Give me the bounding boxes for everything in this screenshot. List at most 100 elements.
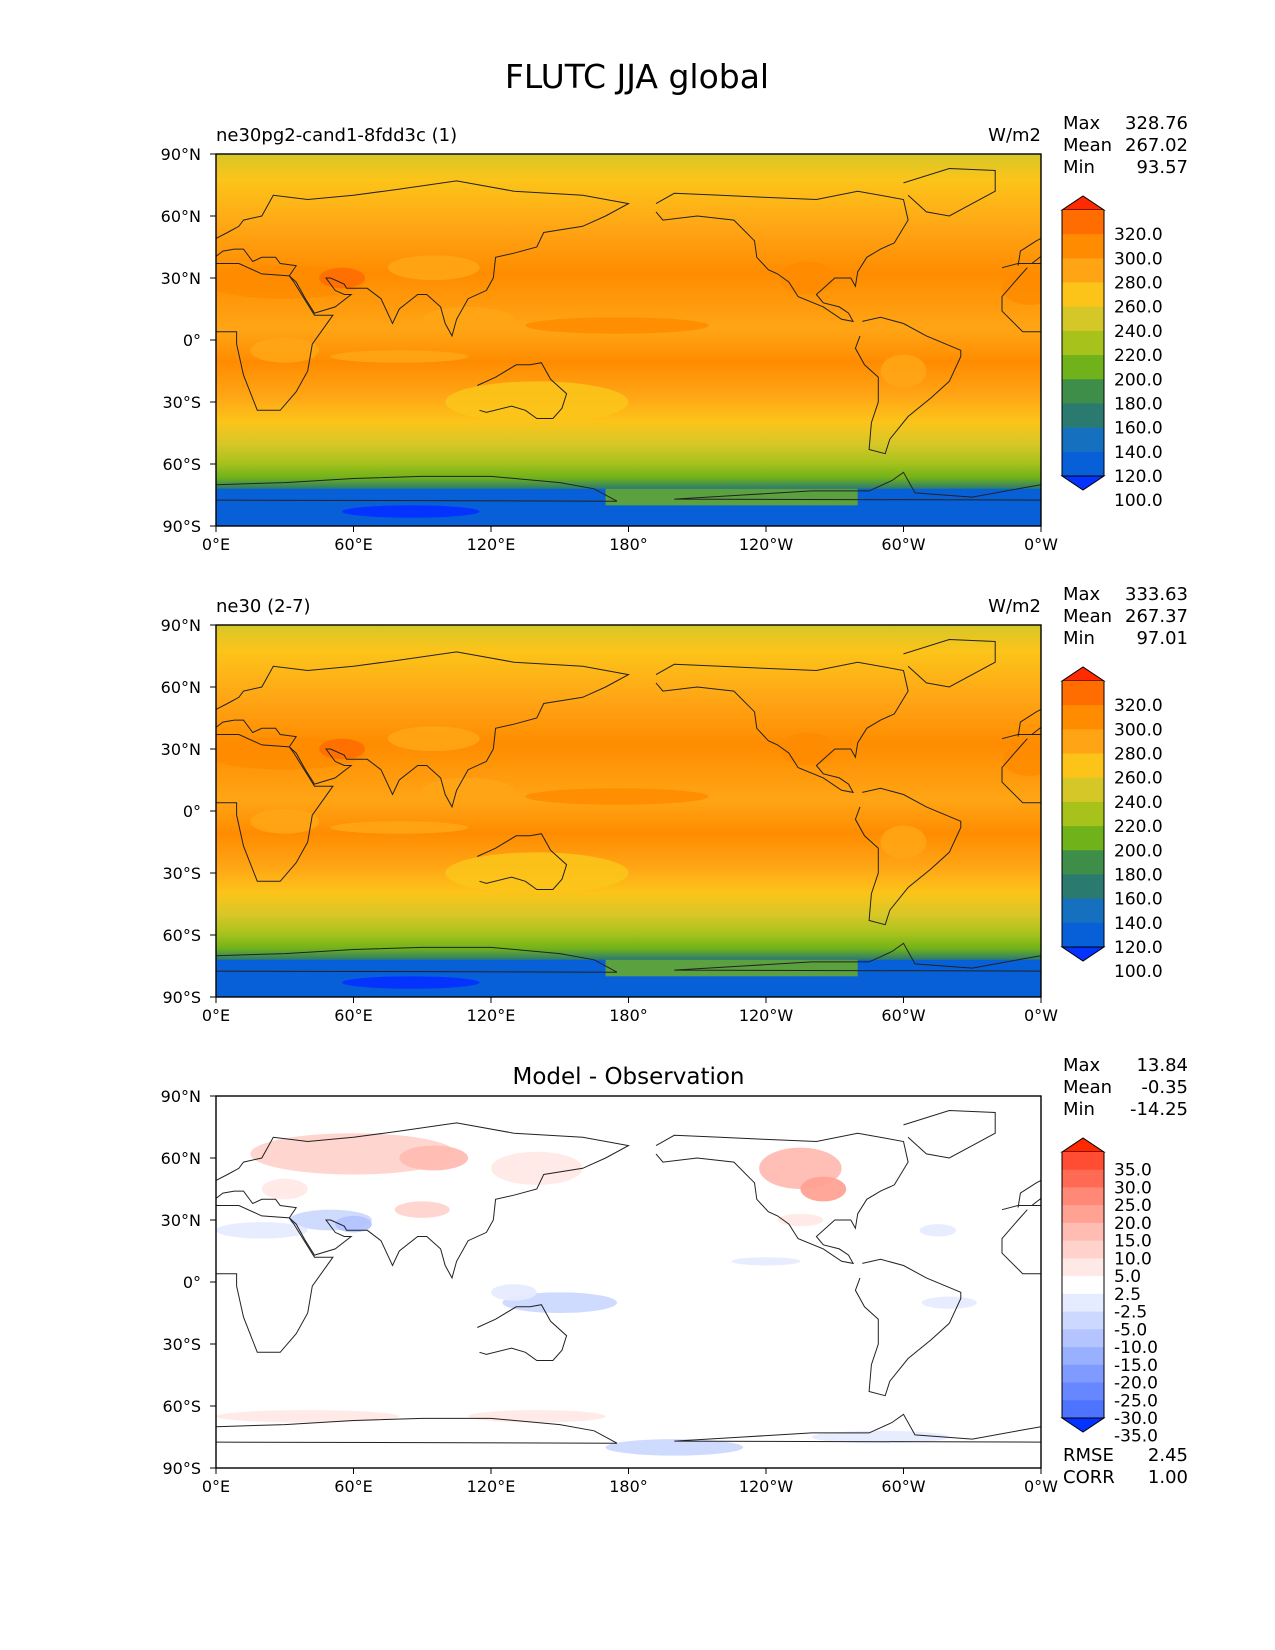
field-background bbox=[216, 154, 1041, 526]
y-tick-label: 60°S bbox=[162, 1397, 201, 1416]
colorbar-tick-label: -5.0 bbox=[1114, 1320, 1147, 1340]
map-field bbox=[216, 625, 1041, 997]
panels: 0°E 60°E 120°E 180° 120°W 60°W 0°W 90°N 60°N 30°N… bbox=[161, 113, 1188, 1496]
colorbar-segment bbox=[1062, 1293, 1104, 1313]
coastline-1 bbox=[216, 734, 334, 882]
stat-value: 93.57 bbox=[1136, 157, 1188, 178]
colorbar-tick-label: 160.0 bbox=[1114, 419, 1163, 439]
stat-value: 97.01 bbox=[1136, 628, 1188, 649]
colorbar: 320.0 300.0 280.0 260.0 240.0 220.0 200.0 180.0… bbox=[1060, 666, 1163, 982]
y-tick-label: 30°N bbox=[161, 1211, 201, 1230]
panel-1: 0°E 60°E 120°E 180° 120°W 60°W 0°W 90°N 60°N 30°N… bbox=[161, 113, 1188, 554]
colorbar-segment bbox=[1062, 234, 1104, 259]
field-feature-3 bbox=[387, 255, 480, 281]
colorbar-tick-label: 300.0 bbox=[1114, 720, 1163, 740]
x-tick-label: 180° bbox=[609, 1477, 648, 1496]
colorbar-segment bbox=[1062, 826, 1104, 851]
colorbar-segment bbox=[1062, 753, 1104, 779]
field-feature-10 bbox=[445, 381, 629, 423]
antarctic-minimum bbox=[342, 505, 480, 518]
x-tick-label: 120°W bbox=[739, 1006, 794, 1025]
x-tick-label: 60°E bbox=[334, 535, 372, 554]
field-feature-8 bbox=[330, 821, 469, 834]
colorbar-segment bbox=[1062, 801, 1104, 827]
ross-shelf-band bbox=[605, 959, 858, 977]
y-tick-label: 30°S bbox=[162, 864, 201, 883]
coastline-1 bbox=[216, 1205, 334, 1353]
anomaly-blob-12 bbox=[216, 1222, 308, 1239]
x-tick-label: 120°E bbox=[467, 1006, 516, 1025]
coastline-1-wrap bbox=[1001, 734, 1041, 804]
coastline-1-wrap bbox=[1001, 1205, 1041, 1275]
y-tick-label: 30°S bbox=[162, 1335, 201, 1354]
colorbar-tick-label: 20.0 bbox=[1114, 1214, 1152, 1234]
colorbar-tick-label: -30.0 bbox=[1114, 1409, 1158, 1429]
coastline-7-wrap bbox=[674, 471, 1041, 501]
field-feature-2 bbox=[319, 267, 365, 289]
colorbar-tick-label: 120.0 bbox=[1114, 938, 1163, 958]
colorbar-tick-label: 220.0 bbox=[1114, 346, 1163, 366]
colorbar-tick-label: 25.0 bbox=[1114, 1196, 1152, 1216]
x-tick-label: 180° bbox=[609, 1006, 648, 1025]
coastline-3 bbox=[477, 1304, 568, 1361]
x-tick-label: 0°W bbox=[1024, 535, 1058, 554]
anomaly-blob-7 bbox=[394, 1201, 450, 1218]
colorbar-extend-bottom bbox=[1060, 1417, 1106, 1433]
colorbar-segment bbox=[1062, 379, 1104, 404]
colorbar-tick-label: 15.0 bbox=[1114, 1232, 1152, 1252]
colorbar-segment bbox=[1062, 1382, 1104, 1401]
panel-3: 0°E 60°E 120°E 180° 120°W 60°W 0°W 90°N 60°N 30°N… bbox=[161, 1055, 1188, 1496]
colorbar-segment bbox=[1062, 306, 1104, 332]
coastline-3 bbox=[477, 362, 568, 419]
anomaly-blob-2 bbox=[399, 1145, 469, 1171]
colorbar: 35.030.025.020.015.010.05.02.5-2.5-5.0-1… bbox=[1060, 1137, 1158, 1447]
colorbar-segment bbox=[1062, 681, 1104, 706]
coastline-7 bbox=[216, 1417, 618, 1444]
panel-left-title: ne30 (2-7) bbox=[216, 596, 311, 617]
field-feature-8 bbox=[330, 350, 469, 363]
coastline-4 bbox=[655, 1132, 909, 1265]
colorbar-segment bbox=[1062, 1152, 1104, 1171]
y-tick-label: 0° bbox=[183, 1273, 201, 1292]
colorbar-tick-label: 320.0 bbox=[1114, 225, 1163, 245]
y-tick-label: 60°S bbox=[162, 926, 201, 945]
figure-title: FLUTC JJA global bbox=[505, 57, 769, 96]
colorbar-tick-label: 180.0 bbox=[1114, 394, 1163, 414]
x-tick-label: 0°E bbox=[202, 1477, 230, 1496]
coastline-5 bbox=[854, 316, 962, 455]
colorbar-tick-label: 140.0 bbox=[1114, 914, 1163, 934]
colorbar-tick-label: -35.0 bbox=[1114, 1427, 1158, 1447]
x-tick-label: 60°W bbox=[881, 1006, 925, 1025]
colorbar-segment bbox=[1062, 1187, 1104, 1206]
anomaly-blob-3 bbox=[490, 1151, 583, 1185]
coastline-7-wrap bbox=[674, 942, 1041, 972]
colorbar-segment bbox=[1062, 355, 1104, 380]
colorbar-segment bbox=[1062, 427, 1104, 453]
anomaly-blob-13 bbox=[731, 1257, 801, 1266]
stat-label: Min bbox=[1063, 628, 1095, 649]
stat-value: 267.37 bbox=[1125, 606, 1188, 627]
coastline-1 bbox=[216, 263, 334, 411]
coastline-6 bbox=[903, 1109, 996, 1159]
colorbar-segment bbox=[1062, 1240, 1104, 1259]
colorbar-tick-label: -2.5 bbox=[1114, 1303, 1147, 1323]
colorbar-extend-bottom bbox=[1060, 946, 1106, 962]
anomaly-blob-20 bbox=[919, 1224, 957, 1237]
colorbar-segment bbox=[1062, 1205, 1104, 1224]
colorbar-tick-label: 160.0 bbox=[1114, 890, 1163, 910]
colorbar-extend-top bbox=[1060, 1137, 1106, 1153]
colorbar-segment bbox=[1062, 1258, 1104, 1277]
field-feature-10 bbox=[445, 852, 629, 894]
coastline-3 bbox=[477, 833, 568, 890]
colorbar-segment bbox=[1062, 1276, 1104, 1295]
field-feature-5 bbox=[779, 732, 835, 766]
coastline-6 bbox=[903, 638, 996, 688]
y-tick-label: 90°N bbox=[161, 616, 201, 635]
y-tick-label: 60°N bbox=[161, 1149, 201, 1168]
colorbar: 320.0 300.0 280.0 260.0 240.0 220.0 200.0 180.0… bbox=[1060, 195, 1163, 511]
colorbar-segment bbox=[1062, 1329, 1104, 1348]
stat-label: Max bbox=[1063, 1055, 1101, 1076]
x-tick-label: 0°W bbox=[1024, 1477, 1058, 1496]
colorbar-segment bbox=[1062, 850, 1104, 875]
stat-value: 328.76 bbox=[1125, 113, 1188, 134]
